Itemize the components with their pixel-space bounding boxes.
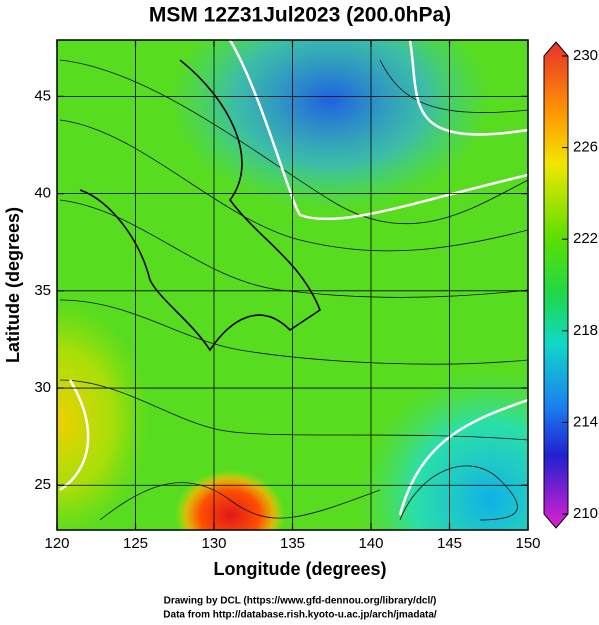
credit: Data from http://database.rish.kyoto-u.a… bbox=[163, 610, 437, 621]
colorbar-ticks: 210 214 218 222 226 230 bbox=[562, 47, 598, 522]
y-axis-label: Latitude (degrees) bbox=[3, 207, 23, 363]
colorbar-tick-label: 230 bbox=[573, 47, 598, 64]
axes: 120 125 130 135 140 145 150 25 30 35 40 45 bbox=[34, 40, 541, 552]
colorbar-tick-label: 210 bbox=[573, 505, 598, 522]
x-tick-label: 145 bbox=[437, 535, 462, 552]
title: MSM 12Z31Jul2023 (200.0hPa) bbox=[149, 4, 451, 27]
colorbar-tick-label: 226 bbox=[573, 139, 598, 156]
y-tick-label: 35 bbox=[34, 282, 51, 299]
x-tick-label: 140 bbox=[358, 535, 383, 552]
x-tick-label: 150 bbox=[515, 535, 540, 552]
y-tick-label: 45 bbox=[34, 87, 51, 104]
colorbar-tick-label: 214 bbox=[573, 413, 598, 430]
y-tick-label: 40 bbox=[34, 185, 51, 202]
y-tick-label: 25 bbox=[34, 476, 51, 493]
x-tick-label: 135 bbox=[280, 535, 305, 552]
credit: Drawing by DCL (https://www.gfd-dennou.o… bbox=[164, 596, 437, 607]
x-tick-label: 120 bbox=[44, 535, 69, 552]
colorbar-tick-label: 218 bbox=[573, 322, 598, 339]
colorbar bbox=[543, 41, 569, 529]
x-tick-label: 125 bbox=[123, 535, 148, 552]
y-tick-label: 30 bbox=[34, 379, 51, 396]
x-tick-label: 130 bbox=[201, 535, 226, 552]
x-axis-label: Longitude (degrees) bbox=[213, 559, 386, 579]
plot-frame bbox=[56, 39, 529, 531]
colorbar-tick-label: 222 bbox=[573, 230, 598, 247]
